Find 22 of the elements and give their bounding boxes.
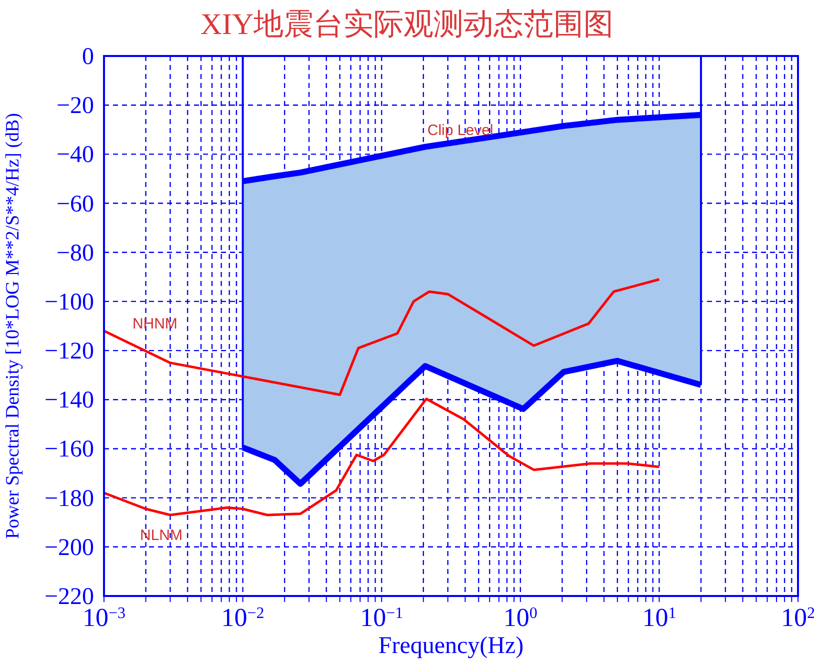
x-axis-title: Frequency(Hz) (378, 633, 524, 659)
y-tick-label: −80 (56, 240, 94, 266)
y-tick-label: −100 (44, 289, 94, 316)
y-tick-label: −120 (44, 338, 94, 365)
x-tick-label: 10$^{−1}$ (360, 603, 404, 632)
y-tick-label: −180 (44, 486, 94, 512)
y-tick-label: −40 (56, 142, 94, 168)
x-tick-label: 10$^{−2}$ (221, 603, 264, 632)
annotation: NHNM (132, 316, 178, 333)
x-tick-label: 10$^{0}$ (503, 603, 538, 632)
chart-title: XIY地震台实际观测动态范围图 (199, 7, 615, 43)
annotation: NLNM (140, 527, 182, 544)
y-tick-label: −200 (44, 534, 94, 561)
y-tick-label: −140 (44, 388, 94, 414)
y-tick-label: 0 (82, 44, 94, 70)
y-tick-label: −160 (44, 436, 94, 463)
y-axis-title: Power Spectral Density [10*LOG M**2/S**4/Hz] (dB) (2, 113, 24, 539)
annotation: Clip Level (427, 122, 494, 139)
y-tick-label: −20 (56, 93, 94, 120)
x-tick-label: 10$^{1}$ (642, 603, 676, 632)
x-tick-label: 10$^{2}$ (781, 603, 814, 632)
y-tick-label: −60 (56, 191, 94, 218)
